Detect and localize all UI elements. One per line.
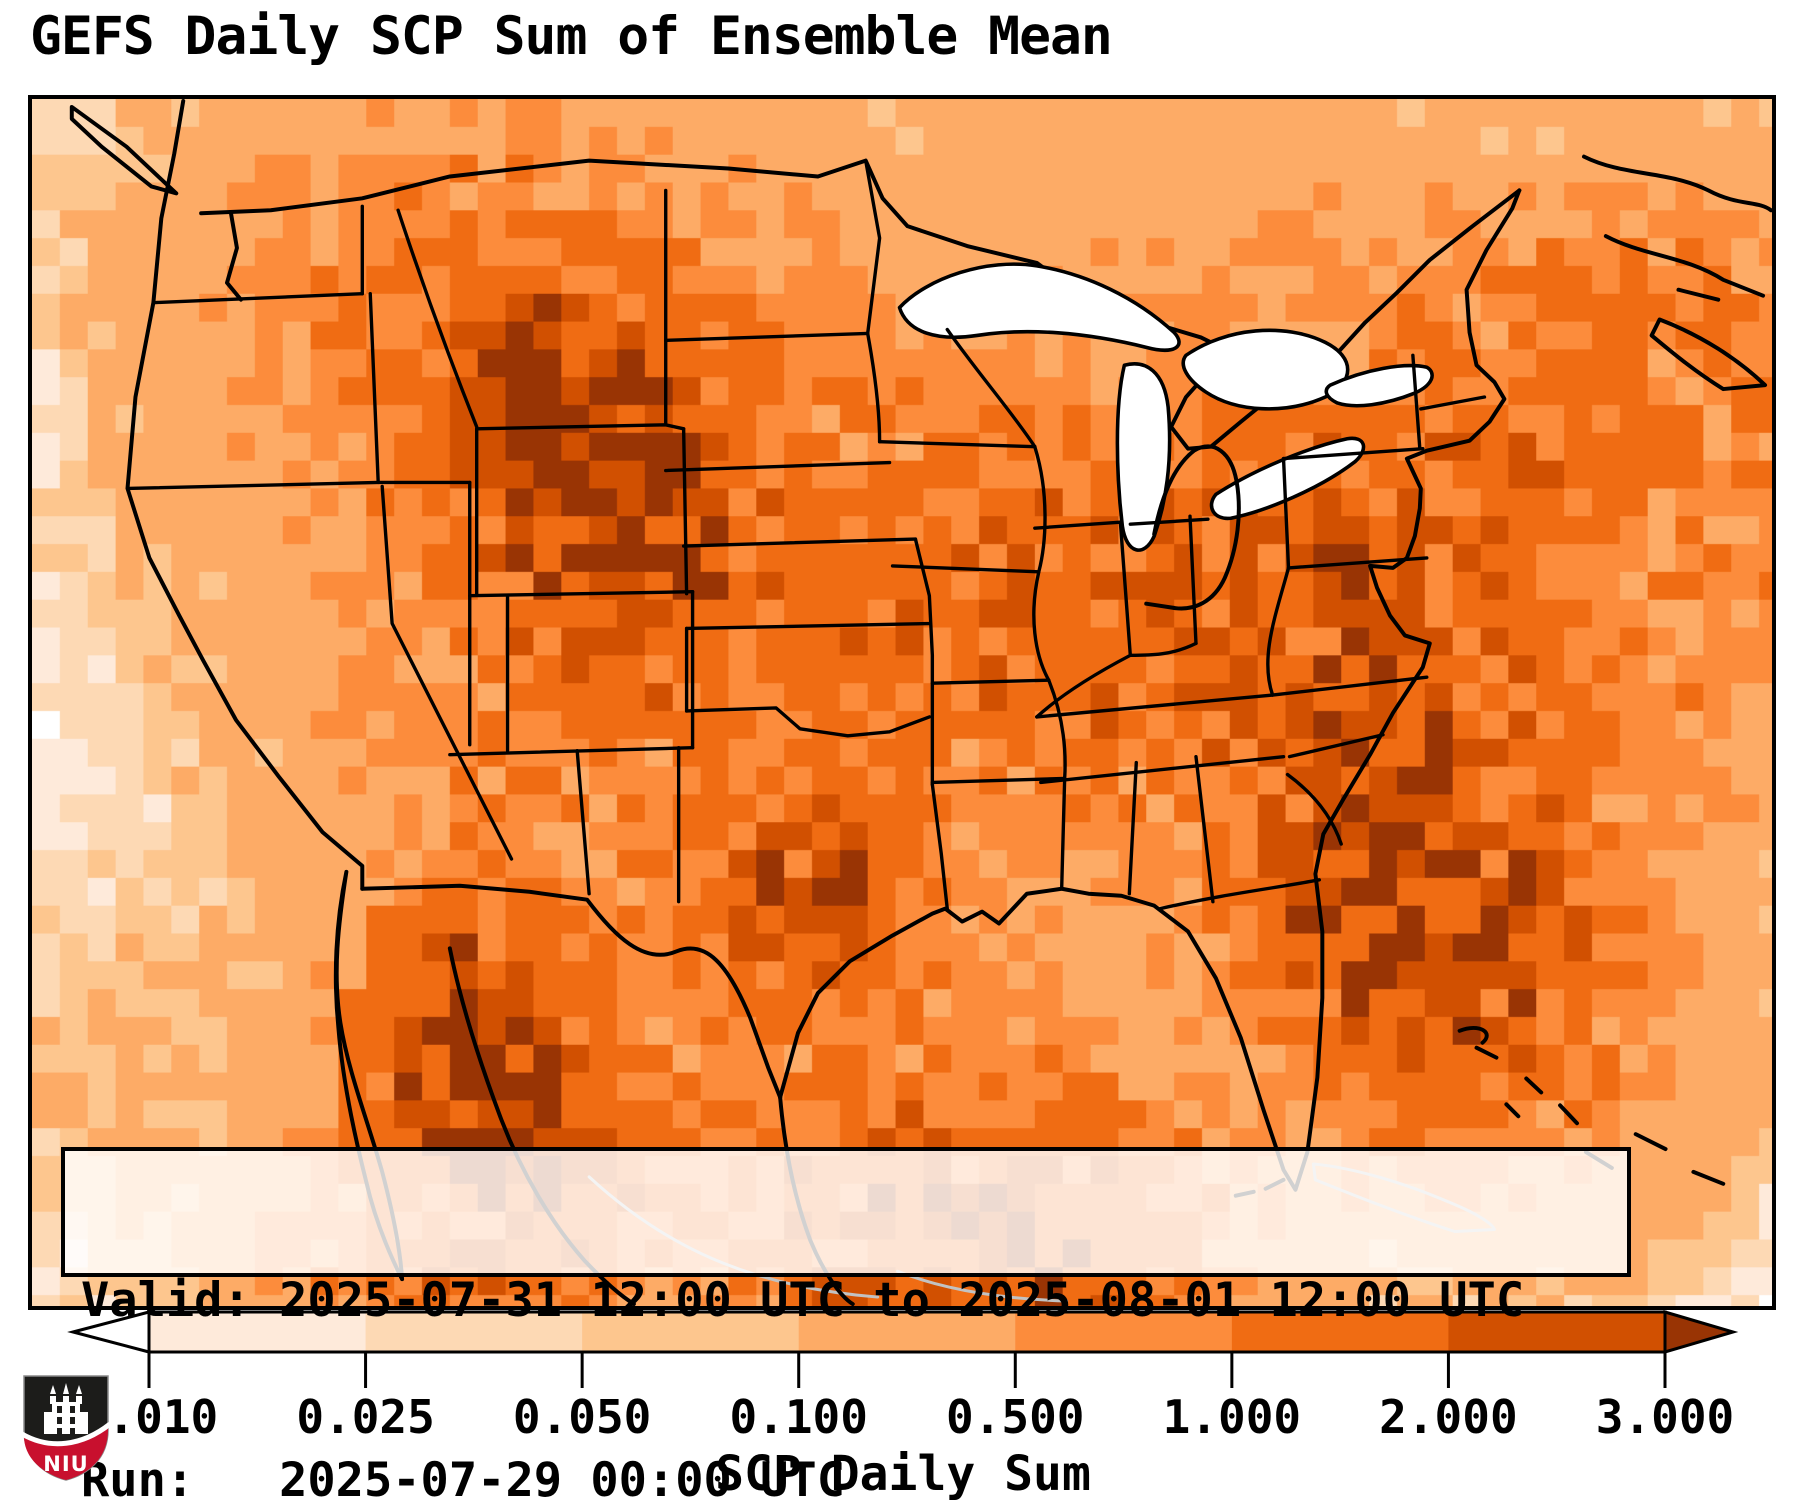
colorbar-outline <box>147 1310 1667 1354</box>
us-coastline <box>125 99 1522 1192</box>
castle-icon <box>44 1383 88 1434</box>
colorbar-segment <box>149 1312 367 1352</box>
colorbar-tick-label: 0.025 <box>296 1390 434 1444</box>
colorbar-tick-label: 2.000 <box>1379 1390 1517 1444</box>
logo-swoosh <box>20 1422 112 1447</box>
great-lakes <box>897 262 1434 552</box>
colorbar-over-arrow <box>1663 1309 1739 1355</box>
niu-logo: NIU <box>20 1375 112 1481</box>
colorbar-segment <box>1448 1312 1666 1352</box>
colorbar-axis-label: SCP Daily Sum <box>715 1446 1091 1500</box>
colorbar-segment <box>365 1312 583 1352</box>
colorbar: 0.010 0.025 0.050 0.100 0.500 1.000 2.000 3.000… <box>67 1309 1739 1500</box>
colorbar-segment <box>1015 1312 1233 1352</box>
colorbar-segment <box>1231 1312 1450 1352</box>
run-time-text: Run: 2025-07-29 00:00 UTC <box>81 1453 846 1500</box>
colorbar-segment <box>582 1312 800 1352</box>
heatmap-canvas <box>32 99 1772 1306</box>
colorbar-tick-labels: 0.010 0.025 0.050 0.100 0.500 1.000 2.000 3.000 <box>80 1390 1734 1444</box>
colorbar-tick-label: 0.100 <box>729 1390 867 1444</box>
colorbar-tick-label: 0.500 <box>946 1390 1084 1444</box>
colorbar-segments <box>149 1312 1666 1352</box>
canada-coastline <box>69 104 1772 392</box>
castle-windows <box>57 1406 75 1434</box>
logo-text: NIU <box>43 1452 88 1476</box>
michigan-outline <box>1144 444 1241 611</box>
colorbar-ticks <box>147 1352 1667 1388</box>
colorbar-tick-label: 3.000 <box>1596 1390 1734 1444</box>
map-borders-overlay <box>69 99 1772 1306</box>
info-box: Valid: 2025-07-31 12:00 UTC to 2025-08-0… <box>61 1147 1631 1500</box>
valid-time-text: Valid: 2025-07-31 12:00 UTC to 2025-08-0… <box>81 1273 1525 1328</box>
colorbar-tick-label: 0.050 <box>513 1390 651 1444</box>
map-panel: Valid: 2025-07-31 12:00 UTC to 2025-08-0… <box>28 95 1776 1500</box>
bahamas-islands <box>1457 1025 1726 1186</box>
logo-red-band <box>24 1428 108 1480</box>
colorbar-segment <box>798 1312 1016 1352</box>
figure-title: GEFS Daily SCP Sum of Ensemble Mean <box>30 6 1113 67</box>
state-borders <box>125 158 1487 911</box>
colorbar-tick-label: 1.000 <box>1163 1390 1301 1444</box>
